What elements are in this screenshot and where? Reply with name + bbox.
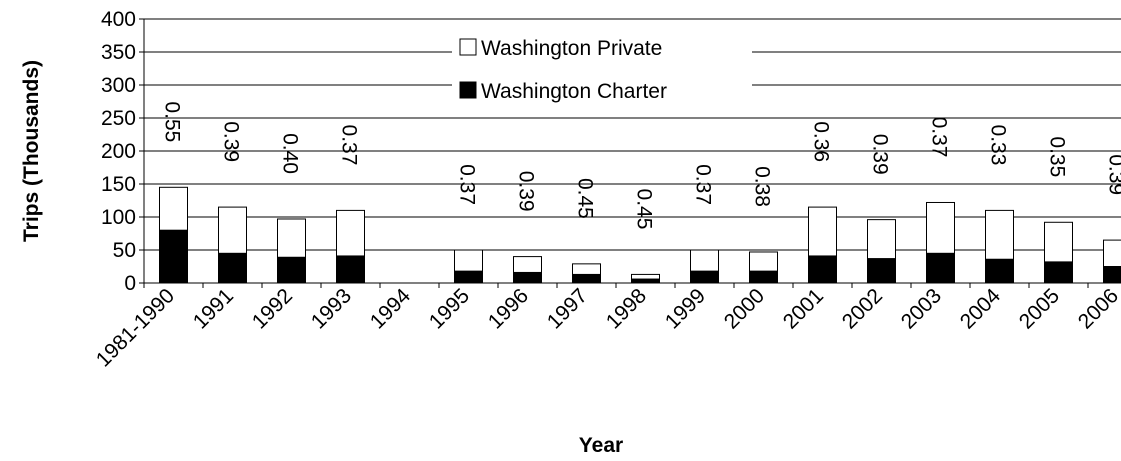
ratio-label: 0.39 <box>1105 154 1121 195</box>
bar-segment <box>749 251 778 272</box>
bar-segment <box>159 229 188 284</box>
ratio-label: 0.40 <box>279 133 302 174</box>
x-tick-label: 2005 <box>1015 284 1064 333</box>
bar-segment <box>218 206 247 254</box>
x-tick-label: 1997 <box>543 284 592 333</box>
bar-segment <box>572 263 601 275</box>
ratio-label: 0.36 <box>810 121 833 162</box>
bar-segment <box>926 201 955 254</box>
x-tick-label: 2002 <box>838 284 887 333</box>
x-axis-title: Year <box>579 434 623 457</box>
bar-segment <box>808 255 837 284</box>
y-tick-label: 200 <box>101 140 136 163</box>
bar-segment <box>277 218 306 258</box>
bar-segment <box>454 249 483 272</box>
bar-segment <box>985 258 1014 284</box>
bar-segment <box>631 278 660 284</box>
legend-label: Washington Private <box>481 37 662 60</box>
bar-segment <box>513 256 542 273</box>
bar-segment <box>454 270 483 284</box>
legend-box <box>452 33 752 107</box>
y-tick-label: 0 <box>124 272 136 295</box>
x-tick-label: 2000 <box>720 284 769 333</box>
ratio-label: 0.37 <box>456 164 479 205</box>
ratio-label: 0.38 <box>751 166 774 207</box>
ratio-label: 0.45 <box>574 178 597 219</box>
y-tick-label: 100 <box>101 206 136 229</box>
ratio-label: 0.37 <box>692 164 715 205</box>
bar-segment <box>749 270 778 284</box>
y-tick-label: 50 <box>113 239 136 262</box>
bar-segment <box>336 209 365 257</box>
y-tick-label: 150 <box>101 173 136 196</box>
bar-segment <box>572 273 601 284</box>
ratio-label: 0.35 <box>1046 136 1069 177</box>
bar-segment <box>336 255 365 284</box>
bar-segment <box>985 209 1014 260</box>
bar-segment <box>277 256 306 284</box>
x-tick-label: 1994 <box>366 284 416 334</box>
ratio-label: 0.39 <box>515 171 538 212</box>
x-tick-label: 1998 <box>602 284 651 333</box>
x-tick-label: 2004 <box>956 284 1006 334</box>
bar-segment <box>218 252 247 284</box>
bar-segment <box>1103 239 1121 268</box>
bar-segment <box>690 249 719 272</box>
bar-segment <box>690 270 719 284</box>
bar-segment <box>926 252 955 284</box>
y-tick-label: 400 <box>101 8 136 31</box>
ratio-label: 0.55 <box>161 101 184 142</box>
x-tick-label: 1993 <box>307 284 356 333</box>
y-axis-title: Trips (Thousands) <box>20 60 43 242</box>
ratio-label: 0.45 <box>633 189 656 230</box>
bar-segment <box>1044 221 1073 263</box>
legend: Washington Private Washington Charter <box>452 33 752 107</box>
ratio-label: 0.37 <box>928 117 951 158</box>
x-tick-label: 1981-1990 <box>92 284 179 371</box>
bar-segment <box>1103 266 1121 284</box>
y-tick-label: 250 <box>101 107 136 130</box>
bar-segment <box>867 258 896 284</box>
x-tick-label: 1992 <box>248 284 297 333</box>
legend-swatch <box>459 38 477 56</box>
x-tick-label: 2006 <box>1074 284 1121 333</box>
y-tick-label: 350 <box>101 41 136 64</box>
bar-segment <box>513 271 542 284</box>
legend-label: Washington Charter <box>481 80 667 103</box>
bar-segment <box>631 273 660 280</box>
legend-swatch <box>459 81 477 99</box>
x-tick-label: 2003 <box>897 284 946 333</box>
bar-segment <box>808 206 837 257</box>
x-tick-label: 1995 <box>425 284 474 333</box>
x-tick-label: 1999 <box>661 284 710 333</box>
ratio-label: 0.33 <box>987 125 1010 166</box>
ratio-label: 0.39 <box>220 121 243 162</box>
x-tick-label: 2001 <box>779 284 828 333</box>
bar-segment <box>1044 261 1073 284</box>
ratio-label: 0.37 <box>338 125 361 166</box>
bar-segment <box>159 186 188 231</box>
bar-segment <box>867 219 896 260</box>
x-tick-label: 1991 <box>189 284 238 333</box>
x-tick-label: 1996 <box>484 284 533 333</box>
ratio-label: 0.39 <box>869 134 892 175</box>
y-tick-label: 300 <box>101 74 136 97</box>
